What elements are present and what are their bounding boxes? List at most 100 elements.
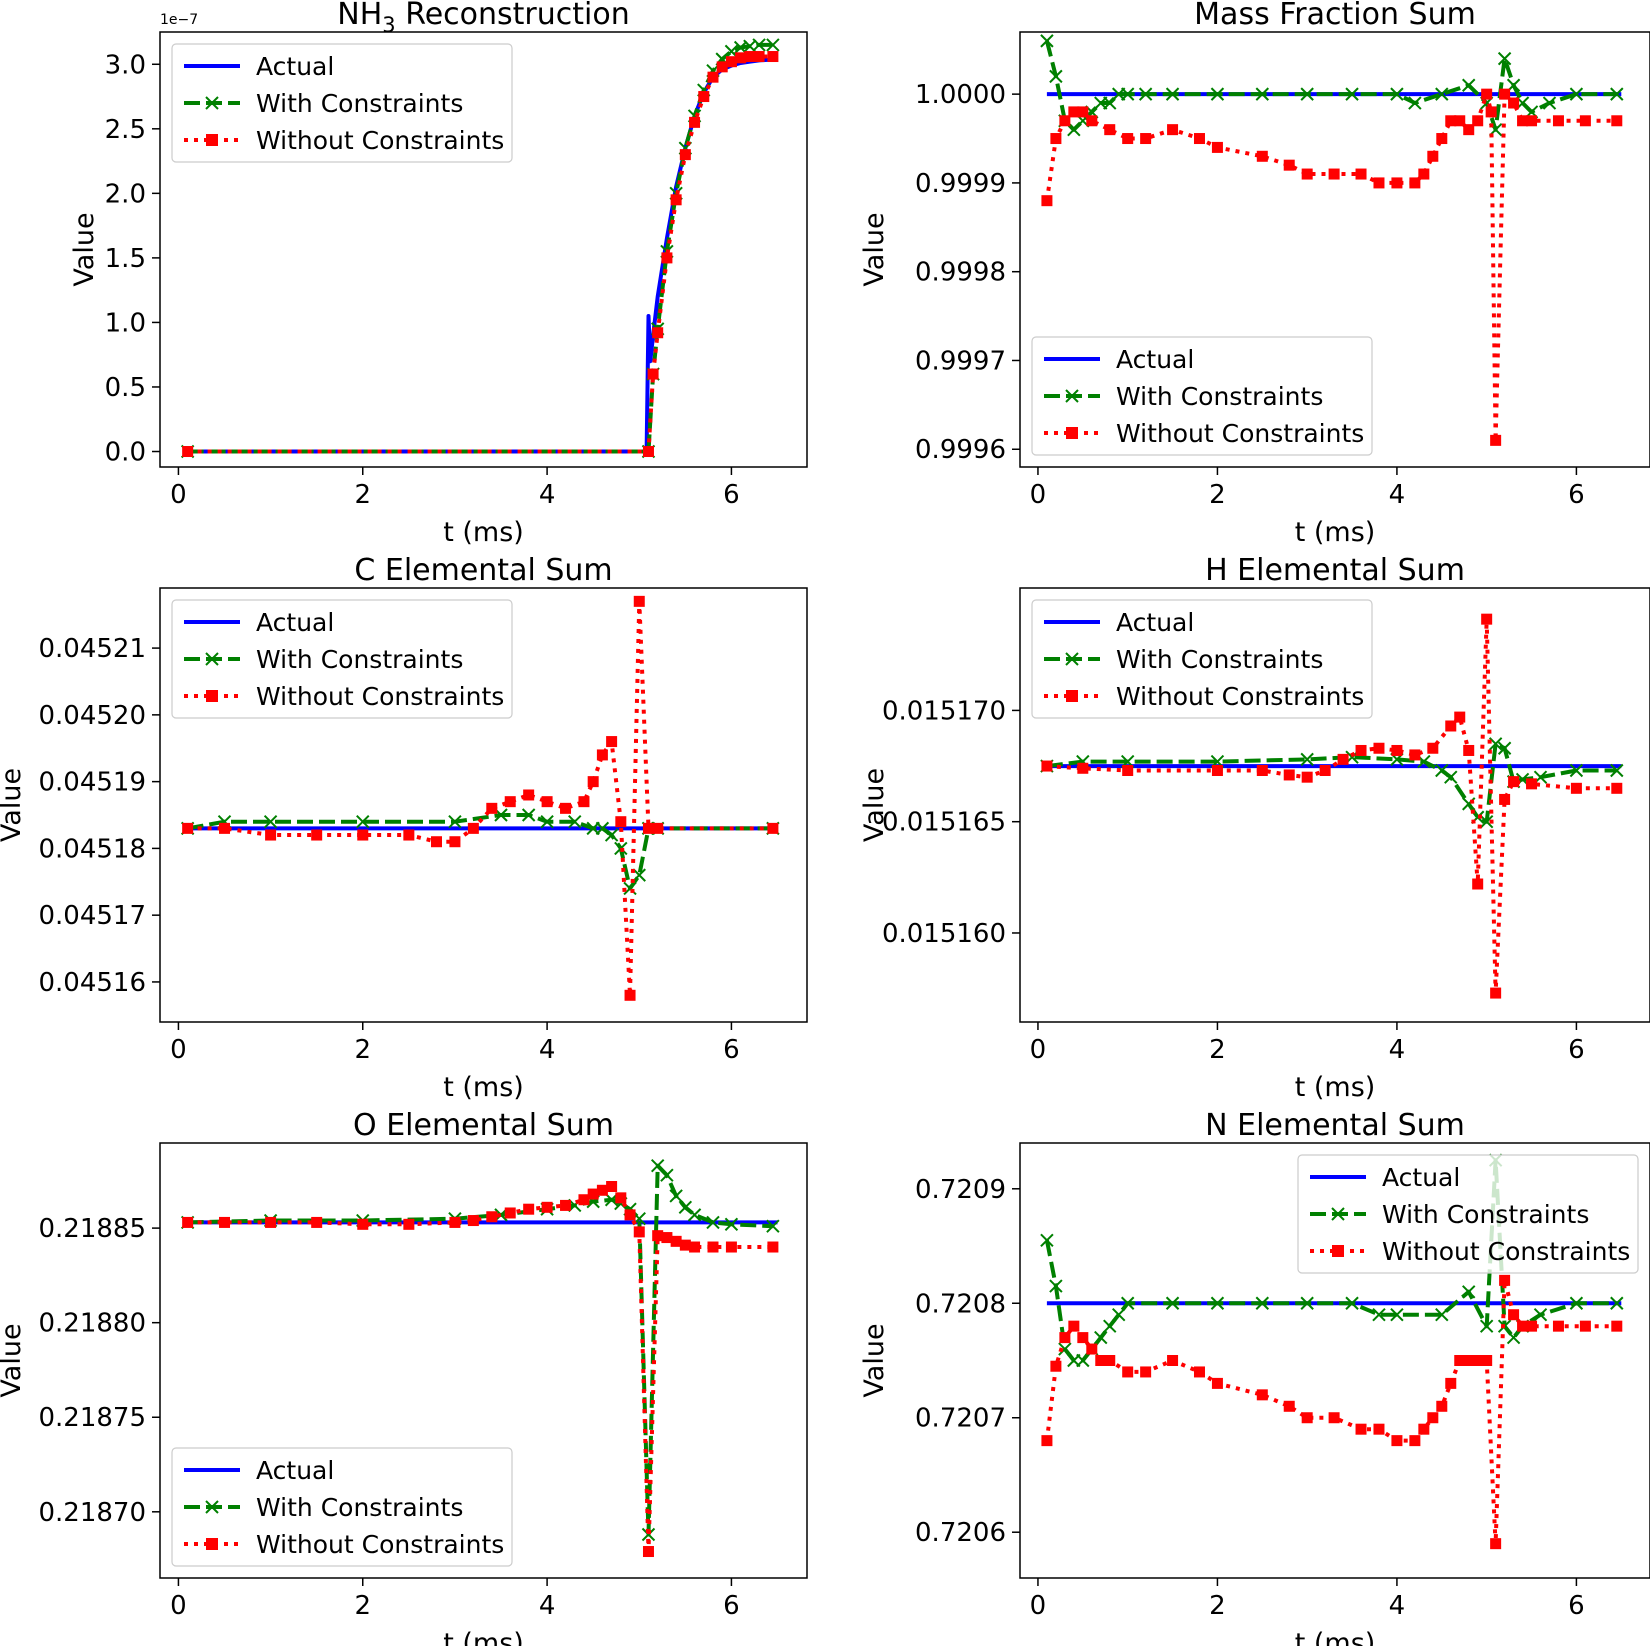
marker-x: [521, 808, 536, 822]
marker-square: [1481, 613, 1493, 625]
marker-x: [1138, 87, 1153, 101]
marker-square: [767, 51, 779, 63]
marker-square: [1436, 133, 1448, 145]
marker-square: [1319, 765, 1331, 777]
marker-square: [1445, 720, 1457, 732]
marker-square: [1454, 1355, 1466, 1366]
marker-square: [265, 829, 277, 841]
y-tick-label: 0.015170: [882, 696, 1006, 726]
marker-square: [1301, 1412, 1313, 1424]
axes-frame: [159, 587, 808, 1023]
marker-x: [724, 1217, 739, 1232]
axes-frame: [1019, 31, 1650, 468]
y-tick-label: 1.0000: [915, 80, 1006, 110]
marker-square: [486, 1211, 498, 1223]
marker-x: [1533, 1308, 1548, 1322]
marker-x: [1610, 87, 1624, 101]
marker-square: [1059, 1332, 1071, 1344]
x-tick-label: 6: [1568, 1035, 1585, 1065]
marker-square: [615, 1192, 627, 1204]
y-tick-label: 0.04516: [38, 968, 146, 998]
marker-square: [1508, 1309, 1520, 1321]
marker-square: [1086, 115, 1098, 127]
marker-x: [1255, 87, 1270, 101]
marker-square: [698, 91, 710, 103]
title-subscript: 3: [382, 13, 395, 37]
marker-x: [1479, 1319, 1494, 1333]
legend: Actual With Constraints Without Constraint…: [1031, 599, 1373, 719]
legend-frame: [1297, 1154, 1639, 1274]
marker-square: [523, 789, 535, 801]
marker-square: [633, 595, 645, 607]
legend-marker-x: [1065, 652, 1079, 666]
marker-square: [1499, 88, 1511, 100]
marker-square: [1445, 1377, 1457, 1389]
marker-square: [403, 829, 415, 841]
marker-square: [1167, 124, 1179, 136]
marker-square: [1104, 1355, 1116, 1366]
marker-square: [1077, 762, 1089, 774]
marker-x: [1300, 87, 1314, 101]
y-tick-label: 0.7206: [915, 1518, 1006, 1548]
x-tick-label: 4: [539, 1035, 556, 1065]
y-tick-label: 1.5: [105, 244, 146, 274]
x-tick-label: 6: [1568, 1591, 1585, 1621]
y-tick-label: 3.0: [105, 50, 146, 80]
marker-square: [504, 796, 516, 808]
marker-x: [1300, 1296, 1314, 1310]
marker-square: [1256, 150, 1268, 162]
marker-square: [219, 1216, 231, 1228]
marker-x: [1210, 1296, 1225, 1310]
legend: Actual With Constraints Without Constraint…: [171, 1447, 513, 1567]
marker-square: [1373, 1423, 1385, 1435]
legend-frame: [1031, 599, 1373, 719]
x-tick-label: 0: [1030, 480, 1047, 510]
y-tick-label: 2.0: [105, 179, 146, 209]
marker-square: [679, 149, 691, 161]
marker-x: [766, 38, 780, 52]
legend-label: Without Constraints: [1116, 419, 1364, 448]
marker-x: [1255, 1296, 1270, 1310]
legend-marker-x: [205, 1500, 219, 1514]
legend-marker-square: [206, 690, 218, 702]
marker-square: [265, 1216, 277, 1228]
marker-square: [1552, 115, 1564, 127]
marker-x: [1040, 1233, 1054, 1248]
marker-x: [1120, 87, 1135, 101]
marker-square: [1472, 115, 1484, 127]
marker-square: [1526, 778, 1538, 790]
x-tick-label: 6: [723, 1591, 740, 1621]
y-axis-label: Value: [859, 1323, 890, 1397]
marker-x: [1390, 87, 1404, 101]
marker-x: [706, 1215, 720, 1230]
legend-label: With Constraints: [1116, 382, 1323, 411]
marker-square: [1436, 1400, 1448, 1412]
marker-square: [1077, 106, 1089, 118]
marker-square: [1256, 765, 1268, 777]
marker-square: [578, 796, 590, 808]
marker-square: [1499, 1274, 1511, 1286]
chart-title: C Elemental Sum: [354, 553, 612, 588]
marker-square: [1579, 115, 1591, 127]
marker-square: [1373, 742, 1385, 754]
marker-square: [467, 1215, 479, 1227]
marker-x: [1210, 87, 1225, 101]
panel-1: 0 2 4 6 0.0 0.5 1.0 1.5 2.0 2.5 3.0 t (ms) Value NH3 …: [69, 0, 808, 548]
x-tick-label: 0: [170, 1035, 187, 1065]
x-axis-label: t (ms): [443, 1628, 524, 1646]
legend-marker-square: [1332, 1245, 1344, 1257]
marker-x: [1497, 51, 1512, 66]
legend-label: Actual: [1116, 608, 1194, 637]
marker-square: [606, 1181, 618, 1192]
marker-square: [1427, 742, 1439, 754]
marker-square: [1454, 115, 1466, 127]
marker-square: [767, 1241, 779, 1253]
plot-area: [180, 38, 780, 459]
title-rest: Reconstruction: [396, 0, 630, 32]
marker-x: [1103, 1319, 1117, 1333]
marker-square: [449, 836, 461, 848]
y-axis-label: Value: [69, 212, 100, 286]
marker-square: [1391, 177, 1403, 189]
marker-square: [1611, 782, 1623, 794]
marker-square: [1193, 1366, 1205, 1378]
